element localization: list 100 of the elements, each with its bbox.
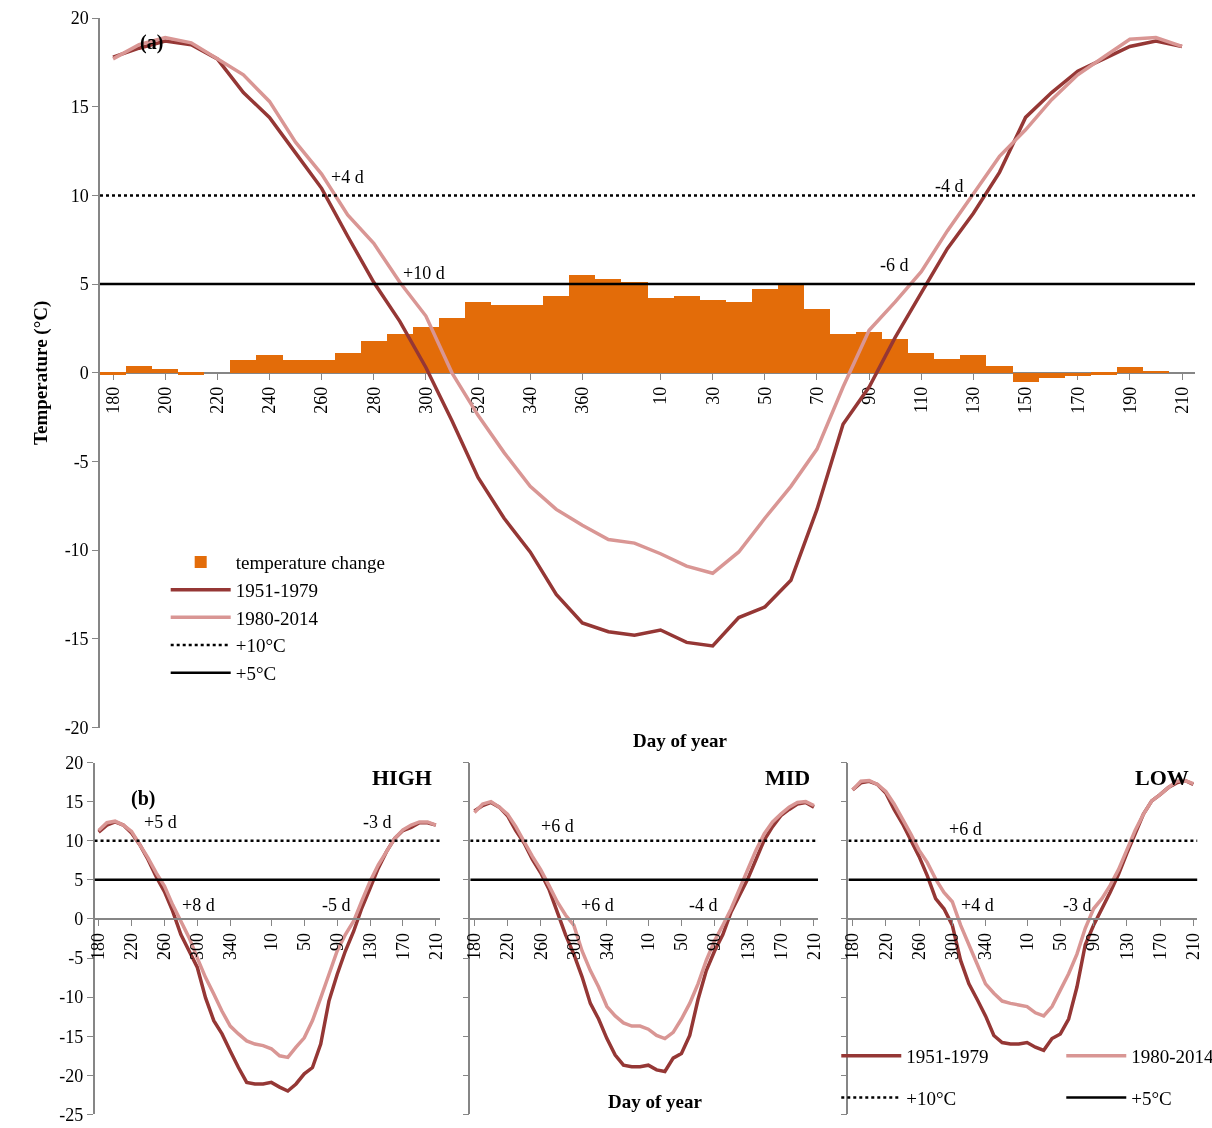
- x-tick-label: 220: [497, 932, 518, 960]
- x-tick-label: 210: [1171, 386, 1192, 414]
- chart-title: HIGH: [372, 765, 432, 790]
- annotation: +10 d: [403, 263, 445, 283]
- annotation: +4 d: [331, 167, 364, 187]
- y-tick-label: 5: [74, 870, 84, 891]
- annotation: -4 d: [935, 176, 964, 196]
- y-tick-label: -10: [64, 540, 89, 561]
- x-tick-label: 190: [1119, 386, 1140, 414]
- x-tick-label: 10: [650, 386, 671, 405]
- annotation: -5 d: [322, 895, 351, 915]
- legend-label: +10°C: [235, 635, 286, 657]
- y-tick-label: 15: [65, 791, 84, 812]
- y-axis-title: Temperature (°C): [29, 300, 52, 445]
- x-tick-label: 200: [155, 386, 176, 414]
- x-tick-label: 10: [261, 932, 282, 951]
- x-tick-label: 110: [911, 386, 932, 414]
- chart-title: LOW: [1135, 765, 1189, 790]
- x-tick-label: 30: [702, 386, 723, 405]
- x-tick-label: 10: [638, 932, 659, 951]
- x-tick-label: 180: [842, 932, 863, 960]
- x-tick-label: 130: [737, 932, 758, 960]
- y-tick-label: 5: [79, 274, 89, 295]
- x-tick-label: 10: [1016, 932, 1037, 951]
- chart-title: MID: [765, 765, 811, 790]
- x-tick-label: 180: [88, 932, 109, 960]
- x-tick-label: 90: [1083, 932, 1104, 951]
- annotation: -6 d: [880, 255, 909, 275]
- annotation: (b): [131, 787, 156, 810]
- x-tick-label: 210: [1183, 932, 1204, 960]
- x-tick-label: 220: [207, 386, 228, 414]
- legend-label: 1980-2014: [235, 607, 319, 629]
- annotation: -3 d: [1063, 895, 1092, 915]
- x-tick-label: 70: [806, 386, 827, 405]
- x-tick-label: 240: [259, 386, 280, 414]
- x-tick-label: 260: [530, 932, 551, 960]
- y-tick-label: -5: [68, 948, 84, 969]
- x-tick-label: 340: [220, 932, 241, 960]
- annotation: +5 d: [144, 812, 177, 832]
- x-tick-label: 150: [1015, 386, 1036, 414]
- y-tick-label: 15: [70, 97, 89, 118]
- x-tick-label: 280: [363, 386, 384, 414]
- x-tick-label: 260: [908, 932, 929, 960]
- x-tick-label: 170: [1149, 932, 1170, 960]
- x-tick-label: 300: [563, 932, 584, 960]
- x-tick-label: 170: [770, 932, 791, 960]
- annotation: (a): [140, 31, 164, 54]
- y-tick-label: -20: [64, 717, 89, 738]
- x-axis-title: Day of year: [633, 730, 728, 751]
- x-tick-label: 360: [572, 386, 593, 414]
- y-tick-label: 20: [65, 752, 84, 773]
- y-tick-label: -5: [73, 451, 89, 472]
- y-tick-label: 0: [74, 909, 84, 930]
- legend-label: 1951-1979: [906, 1046, 989, 1068]
- annotation: +8 d: [182, 895, 215, 915]
- y-tick-label: 10: [70, 185, 89, 206]
- legend-label: +5°C: [235, 663, 277, 685]
- x-tick-label: 340: [975, 932, 996, 960]
- x-tick-label: 220: [875, 932, 896, 960]
- x-tick-label: 180: [464, 932, 485, 960]
- annotation: -3 d: [363, 812, 392, 832]
- x-tick-label: 90: [704, 932, 725, 951]
- x-tick-label: 50: [1050, 932, 1071, 951]
- x-tick-label: 50: [671, 932, 692, 951]
- y-tick-label: -10: [59, 987, 84, 1008]
- y-tick-label: -15: [59, 1026, 84, 1047]
- x-tick-label: 220: [121, 932, 142, 960]
- y-tick-label: 10: [65, 831, 84, 852]
- x-tick-label: 210: [803, 932, 824, 960]
- x-tick-label: 300: [415, 386, 436, 414]
- x-tick-label: 130: [359, 932, 380, 960]
- y-tick-label: -15: [64, 629, 89, 650]
- annotation: +4 d: [961, 895, 994, 915]
- x-tick-label: 170: [1067, 386, 1088, 414]
- annotation: +6 d: [541, 816, 574, 836]
- x-tick-label: 260: [311, 386, 332, 414]
- legend-label: temperature change: [235, 552, 385, 574]
- x-tick-label: 340: [596, 932, 617, 960]
- legend-label: 1951-1979: [235, 580, 319, 602]
- annotation: +6 d: [581, 895, 614, 915]
- x-tick-label: 340: [520, 386, 541, 414]
- x-tick-label: 210: [425, 932, 446, 960]
- x-tick-label: 90: [327, 932, 348, 951]
- x-tick-label: 50: [754, 386, 775, 405]
- x-tick-label: 300: [942, 932, 963, 960]
- y-tick-label: -25: [59, 1104, 84, 1125]
- x-tick-label: 300: [187, 932, 208, 960]
- x-tick-label: 180: [102, 386, 123, 414]
- annotation: +6 d: [949, 819, 982, 839]
- legend-label: +10°C: [906, 1087, 957, 1109]
- x-tick-label: 260: [154, 932, 175, 960]
- y-tick-label: -20: [59, 1065, 84, 1086]
- x-tick-label: 50: [294, 932, 315, 951]
- x-tick-label: 130: [963, 386, 984, 414]
- y-tick-label: 20: [70, 8, 89, 29]
- y-tick-label: 0: [79, 363, 89, 384]
- x-axis-title: Day of year: [608, 1091, 703, 1112]
- x-tick-label: 130: [1116, 932, 1137, 960]
- legend-label: +5°C: [1131, 1087, 1172, 1109]
- x-tick-label: 170: [392, 932, 413, 960]
